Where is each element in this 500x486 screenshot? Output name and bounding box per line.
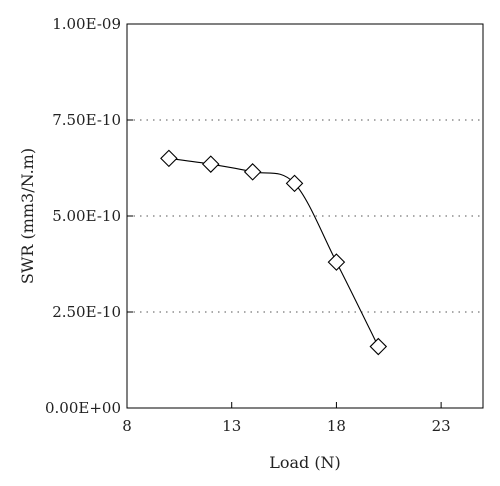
data-point-diamond	[327, 253, 346, 271]
data-point-diamond	[160, 149, 178, 168]
x-tick-label: 8	[122, 417, 132, 435]
y-tick-label: 1.00E-09	[52, 15, 121, 33]
y-tick-label: 2.50E-10	[52, 303, 121, 321]
x-axis: 8 13 18 23	[122, 402, 451, 435]
y-axis: 0.00E+00 2.50E-10 5.00E-10 7.50E-10 1.00E-09	[45, 15, 133, 417]
y-tick-label: 0.00E+00	[45, 399, 121, 417]
data-point-diamond	[201, 155, 220, 173]
x-tick-label: 13	[222, 417, 241, 435]
y-tick-label: 5.00E-10	[52, 207, 121, 225]
grid-lines	[127, 119, 483, 313]
y-tick-label: 7.50E-10	[52, 111, 121, 129]
x-tick-label: 23	[432, 417, 451, 435]
y-axis-title: SWR (mm3/N.m)	[18, 148, 37, 284]
data-point-diamond	[243, 163, 262, 181]
data-point-diamond	[285, 174, 304, 193]
x-tick-label: 18	[327, 417, 346, 435]
x-axis-title: Load (N)	[269, 453, 341, 472]
data-point-diamond	[369, 337, 388, 356]
data-points	[160, 149, 388, 356]
series-line	[168, 157, 379, 347]
